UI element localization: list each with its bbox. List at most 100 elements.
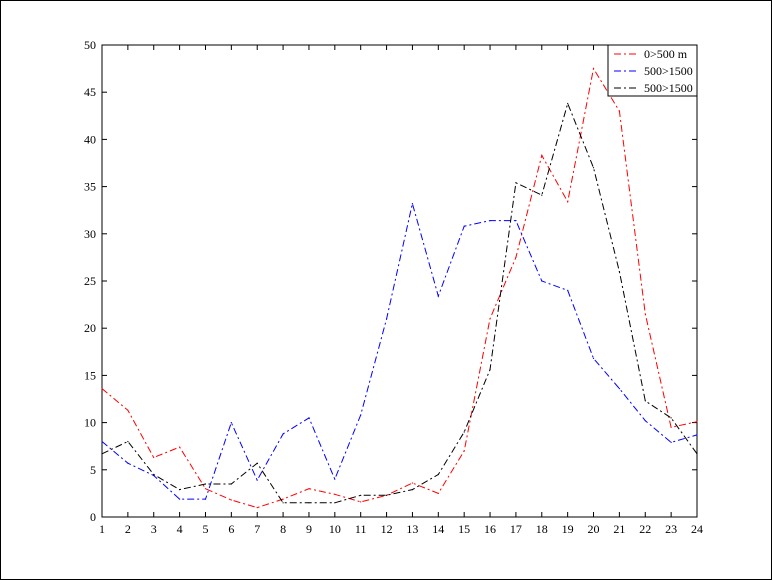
data-point <box>360 414 362 416</box>
data-point <box>411 482 413 484</box>
data-point <box>489 220 491 222</box>
y-tick-label: 15 <box>84 368 96 382</box>
data-point <box>541 154 543 156</box>
data-point <box>592 68 595 70</box>
data-point <box>360 501 362 503</box>
x-tick-label: 9 <box>306 522 312 536</box>
data-point <box>334 502 336 504</box>
x-tick-label: 3 <box>151 522 157 536</box>
data-point <box>515 256 517 258</box>
data-point <box>308 488 310 490</box>
y-tick-label: 10 <box>84 416 96 430</box>
data-point <box>386 494 388 496</box>
data-point <box>696 453 698 455</box>
plot-area <box>101 44 698 518</box>
x-tick-label: 12 <box>381 522 393 536</box>
data-point <box>515 220 517 222</box>
data-point <box>256 462 258 464</box>
series-line-2 <box>101 203 698 500</box>
data-point <box>204 488 207 490</box>
x-tick-label: 14 <box>432 522 444 536</box>
x-tick-label: 4 <box>177 522 183 536</box>
legend-label-2: 500>1500 <box>644 64 693 78</box>
data-point <box>437 473 439 476</box>
series-lines <box>101 67 698 509</box>
series-line-1 <box>101 67 698 509</box>
data-point <box>644 400 646 402</box>
x-tick-label: 21 <box>613 522 625 536</box>
data-point <box>101 453 103 455</box>
data-point <box>282 433 284 435</box>
data-point <box>618 110 621 112</box>
data-point <box>644 420 646 422</box>
x-tick-label: 13 <box>406 522 418 536</box>
x-tick-label: 8 <box>280 522 286 536</box>
x-tick-label: 6 <box>228 522 234 536</box>
data-point <box>127 440 129 443</box>
legend: 0>500 m 500>1500 500>1500 <box>607 44 698 97</box>
y-axis: 0 5 10 15 20 25 30 35 40 45 50 <box>84 38 697 524</box>
x-tick-label: 22 <box>639 522 651 536</box>
data-point <box>179 446 181 448</box>
x-tick-label: 20 <box>588 522 600 536</box>
data-point <box>463 450 465 452</box>
data-point <box>515 182 517 184</box>
data-point <box>541 194 543 196</box>
legend-box <box>607 44 698 97</box>
data-point <box>541 280 543 282</box>
data-point <box>256 507 258 509</box>
data-point <box>489 369 491 371</box>
data-point <box>696 434 698 436</box>
data-point <box>127 409 129 411</box>
data-point <box>334 478 336 480</box>
data-point <box>567 102 569 105</box>
y-tick-label: 5 <box>90 463 96 477</box>
x-tick-label: 7 <box>254 522 260 536</box>
data-point <box>592 357 595 359</box>
x-tick-label: 18 <box>536 522 548 536</box>
data-point <box>153 473 155 476</box>
y-tick-label: 40 <box>84 132 96 146</box>
data-point <box>670 426 672 428</box>
data-point <box>670 441 672 443</box>
x-axis: 1 2 3 4 5 6 7 8 9 10 11 12 13 14 15 16 17 18 19 20 21 22 23 24 <box>99 45 703 536</box>
y-tick-label: 20 <box>84 321 96 335</box>
series-line-3 <box>101 101 698 504</box>
data-point <box>230 422 232 424</box>
data-point <box>411 489 413 491</box>
y-tick-label: 35 <box>84 180 96 194</box>
data-point <box>489 318 491 320</box>
data-point <box>153 456 155 459</box>
data-point <box>256 479 258 481</box>
x-tick-label: 11 <box>355 522 367 536</box>
x-tick-label: 24 <box>691 522 703 536</box>
data-point <box>204 483 207 485</box>
x-tick-label: 10 <box>329 522 341 536</box>
data-point <box>179 498 181 500</box>
data-point <box>230 483 232 485</box>
data-point <box>360 494 362 496</box>
data-point <box>127 462 129 464</box>
data-point <box>618 388 621 390</box>
x-tick-label: 17 <box>510 522 522 536</box>
data-point <box>670 417 672 419</box>
legend-label-3: 500>1500 <box>644 81 693 95</box>
x-tick-label: 5 <box>202 522 208 536</box>
x-tick-label: 1 <box>99 522 105 536</box>
y-tick-label: 30 <box>84 227 96 241</box>
data-point <box>411 203 413 205</box>
data-point <box>308 502 310 504</box>
data-point <box>696 421 698 423</box>
y-tick-label: 25 <box>84 274 96 288</box>
data-point <box>592 167 595 169</box>
data-point <box>282 502 284 504</box>
data-point <box>308 417 310 419</box>
data-point <box>567 289 569 291</box>
x-tick-label: 19 <box>562 522 574 536</box>
data-point <box>179 489 181 491</box>
data-point <box>463 225 465 227</box>
y-tick-label: 50 <box>84 38 96 52</box>
data-point <box>618 271 621 273</box>
